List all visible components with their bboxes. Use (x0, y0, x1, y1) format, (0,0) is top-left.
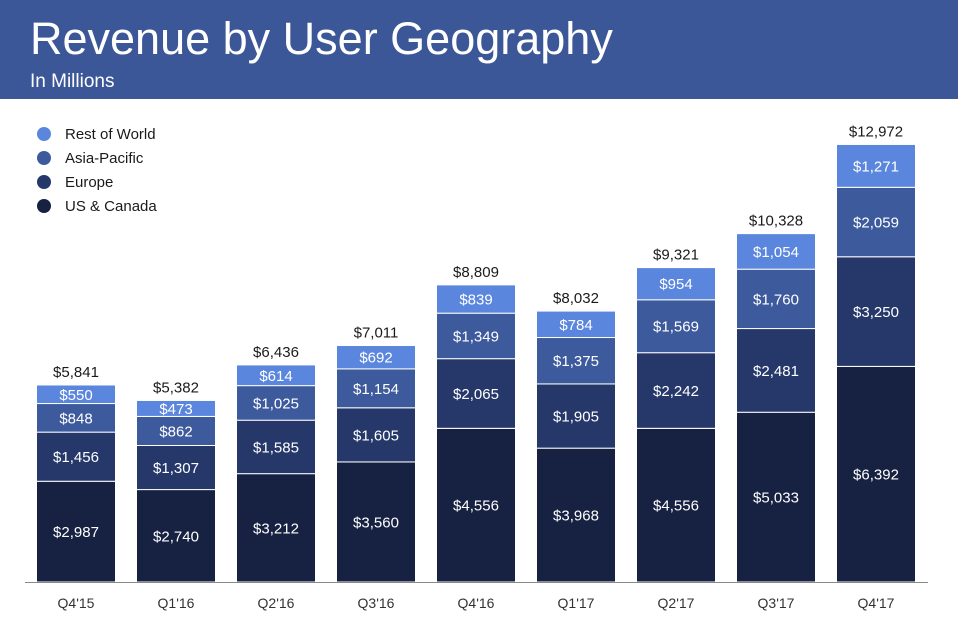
segment-label-rest-of-world: $784 (559, 317, 592, 334)
bar-segment-europe (636, 352, 716, 429)
segment-label-us-canada: $5,033 (753, 490, 799, 507)
legend-item-asia-pacific: Asia-Pacific (37, 146, 157, 170)
segment-label-asia-pacific: $848 (59, 410, 92, 427)
legend-label-europe: Europe (65, 173, 114, 191)
segment-label-europe: $1,307 (153, 460, 199, 477)
segment-label-europe: $2,481 (753, 363, 799, 380)
segment-label-rest-of-world: $954 (659, 276, 692, 293)
segment-label-asia-pacific: $1,154 (353, 381, 399, 398)
bar-total-label: $8,809 (453, 264, 499, 281)
segment-label-rest-of-world: $473 (159, 401, 192, 418)
bar-segment-europe (336, 407, 416, 463)
page-subtitle: In Millions (30, 71, 115, 92)
bar-segment-asia-pacific (636, 299, 716, 354)
bar-segment-europe (836, 256, 916, 367)
segment-label-europe: $1,905 (553, 409, 599, 426)
segment-label-asia-pacific: $1,349 (453, 328, 499, 345)
bar-segment-us-canada (436, 427, 516, 583)
segment-label-asia-pacific: $1,025 (253, 395, 299, 412)
bar-total-label: $5,382 (153, 379, 199, 396)
segment-label-us-canada: $2,740 (153, 528, 199, 545)
legend-swatch-asia-pacific (37, 151, 51, 165)
bar-segment-rest-of-world (836, 143, 916, 188)
bar-segment-europe (436, 358, 516, 429)
segment-label-us-canada: $3,560 (353, 514, 399, 531)
bar-segment-europe (236, 419, 316, 475)
bar-segment-us-canada (336, 461, 416, 583)
segment-label-asia-pacific: $1,375 (553, 353, 599, 370)
chart-legend: Rest of World Asia-Pacific Europe US & C… (37, 122, 157, 218)
legend-swatch-rest-of-world (37, 127, 51, 141)
bar-total-label: $7,011 (354, 325, 399, 342)
bar-segment-rest-of-world (336, 345, 416, 370)
bar-segment-rest-of-world (436, 284, 516, 314)
bar-segment-asia-pacific (836, 186, 916, 258)
segment-label-europe: $1,605 (353, 427, 399, 444)
segment-label-us-canada: $2,987 (53, 524, 99, 541)
segment-label-asia-pacific: $1,760 (753, 291, 799, 308)
x-tick-label: Q4'17 (858, 595, 895, 611)
bar-segment-us-canada (536, 447, 616, 583)
segment-label-europe: $2,242 (653, 383, 699, 400)
segment-label-rest-of-world: $550 (59, 387, 92, 404)
bar-segment-asia-pacific (336, 368, 416, 409)
segment-label-us-canada: $4,556 (653, 498, 699, 515)
segment-label-rest-of-world: $839 (459, 292, 492, 309)
bar-segment-asia-pacific (236, 385, 316, 421)
segment-label-europe: $1,585 (253, 439, 299, 456)
segment-label-rest-of-world: $1,054 (753, 244, 799, 261)
bar-total-label: $9,321 (653, 247, 699, 264)
x-tick-label: Q3'16 (358, 595, 395, 611)
bar-total-label: $10,328 (749, 213, 803, 230)
bar-segment-europe (536, 383, 616, 449)
segment-label-europe: $2,065 (453, 386, 499, 403)
bar-segment-rest-of-world (136, 399, 216, 417)
bar-segment-rest-of-world (236, 364, 316, 387)
x-tick-label: Q1'16 (158, 595, 195, 611)
segment-label-rest-of-world: $692 (359, 350, 392, 367)
x-tick-label: Q2'17 (658, 595, 695, 611)
x-tick-label: Q2'16 (258, 595, 295, 611)
x-tick-label: Q3'17 (758, 595, 795, 611)
segment-label-asia-pacific: $1,569 (653, 319, 699, 336)
segment-label-us-canada: $4,556 (453, 498, 499, 515)
header-banner: Revenue by User Geography In Millions (0, 0, 958, 99)
legend-label-rest-of-world: Rest of World (65, 125, 156, 143)
legend-swatch-us-canada (37, 199, 51, 213)
segment-label-europe: $1,456 (53, 449, 99, 466)
bar-segment-rest-of-world (536, 310, 616, 339)
bar-total-label: $12,972 (849, 123, 903, 140)
bar-segment-us-canada (36, 480, 116, 583)
segment-label-europe: $3,250 (853, 304, 899, 321)
bar-segment-rest-of-world (736, 233, 816, 270)
x-tick-label: Q1'17 (558, 595, 595, 611)
segment-label-asia-pacific: $2,059 (853, 215, 899, 232)
bar-total-label: $6,436 (253, 344, 299, 361)
bar-segment-asia-pacific (536, 337, 616, 385)
segment-label-us-canada: $3,212 (253, 520, 299, 537)
bar-segment-rest-of-world (636, 267, 716, 301)
segment-label-us-canada: $6,392 (853, 467, 899, 484)
segment-label-rest-of-world: $614 (259, 368, 292, 385)
bar-segment-us-canada (236, 473, 316, 583)
bar-segment-europe (736, 328, 816, 413)
page-title: Revenue by User Geography (30, 13, 613, 64)
bar-segment-asia-pacific (436, 312, 516, 360)
legend-item-us-canada: US & Canada (37, 194, 157, 218)
bar-segment-europe (36, 431, 116, 482)
x-tick-label: Q4'16 (458, 595, 495, 611)
segment-label-us-canada: $3,968 (553, 508, 599, 525)
bar-total-label: $8,032 (553, 290, 599, 307)
bar-total-label: $5,841 (53, 364, 99, 381)
legend-item-europe: Europe (37, 170, 157, 194)
legend-label-asia-pacific: Asia-Pacific (65, 149, 144, 167)
bar-segment-rest-of-world (36, 384, 116, 405)
segment-label-rest-of-world: $1,271 (853, 158, 899, 175)
legend-item-rest-of-world: Rest of World (37, 122, 157, 146)
segment-label-asia-pacific: $862 (159, 423, 192, 440)
legend-label-us-canada: US & Canada (65, 197, 157, 215)
x-tick-label: Q4'15 (58, 595, 95, 611)
legend-swatch-europe (37, 175, 51, 189)
